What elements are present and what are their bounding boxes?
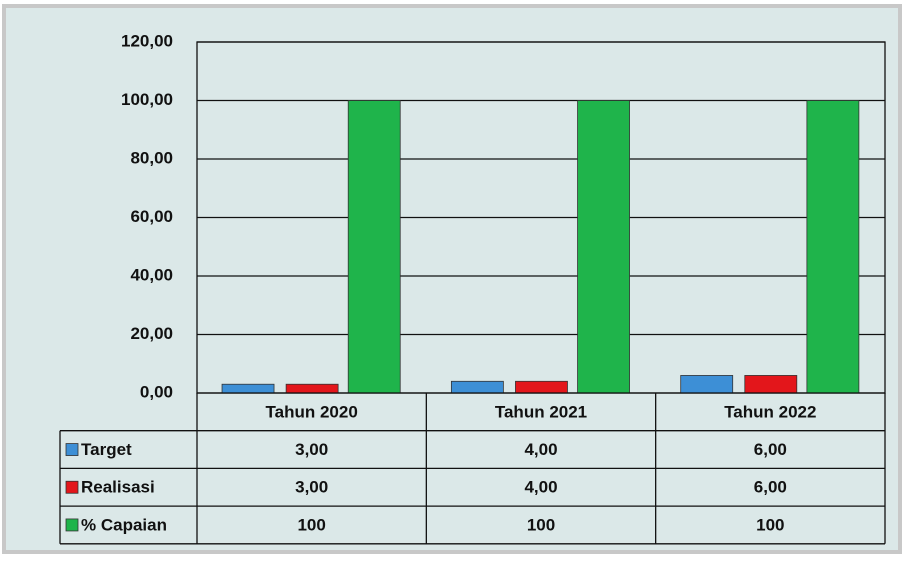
y-tick-label: 120,00 xyxy=(121,31,173,50)
x-tick-label: Tahun 2020 xyxy=(266,402,358,421)
value-label: 4,00 xyxy=(524,440,557,459)
value-label: 100 xyxy=(756,515,784,534)
value-label: 3,00 xyxy=(295,440,328,459)
value-label: 4,00 xyxy=(524,478,557,497)
y-tick-label: 100,00 xyxy=(121,90,173,109)
bar xyxy=(745,375,797,393)
y-tick-label: 80,00 xyxy=(130,148,173,167)
bar xyxy=(286,384,338,393)
bar xyxy=(451,381,503,393)
bar xyxy=(681,375,733,393)
x-tick-label: Tahun 2021 xyxy=(495,402,587,421)
bar xyxy=(515,381,567,393)
page: 0,00 20,00 40,00 60,00 80,00 100,00 120,00 Tahu… xyxy=(0,0,904,558)
legend-label: Realisasi xyxy=(81,478,155,497)
bar xyxy=(807,101,859,394)
legend-key xyxy=(66,444,78,456)
bar xyxy=(222,384,274,393)
legend-key xyxy=(66,519,78,531)
legend-label: % Capaian xyxy=(81,515,167,534)
value-label: 6,00 xyxy=(754,478,787,497)
y-tick-label: 60,00 xyxy=(130,207,173,226)
bar xyxy=(348,101,400,394)
legend-label: Target xyxy=(81,440,132,459)
bar xyxy=(578,101,630,394)
y-tick-label: 20,00 xyxy=(130,324,173,343)
legend-key xyxy=(66,481,78,493)
x-tick-label: Tahun 2022 xyxy=(724,402,816,421)
value-label: 3,00 xyxy=(295,478,328,497)
value-label: 100 xyxy=(297,515,325,534)
value-label: 6,00 xyxy=(754,440,787,459)
y-tick-label: 40,00 xyxy=(130,265,173,284)
y-tick-label: 0,00 xyxy=(140,382,173,401)
value-label: 100 xyxy=(527,515,555,534)
chart: 0,00 20,00 40,00 60,00 80,00 100,00 120,00 Tahu… xyxy=(0,0,904,558)
